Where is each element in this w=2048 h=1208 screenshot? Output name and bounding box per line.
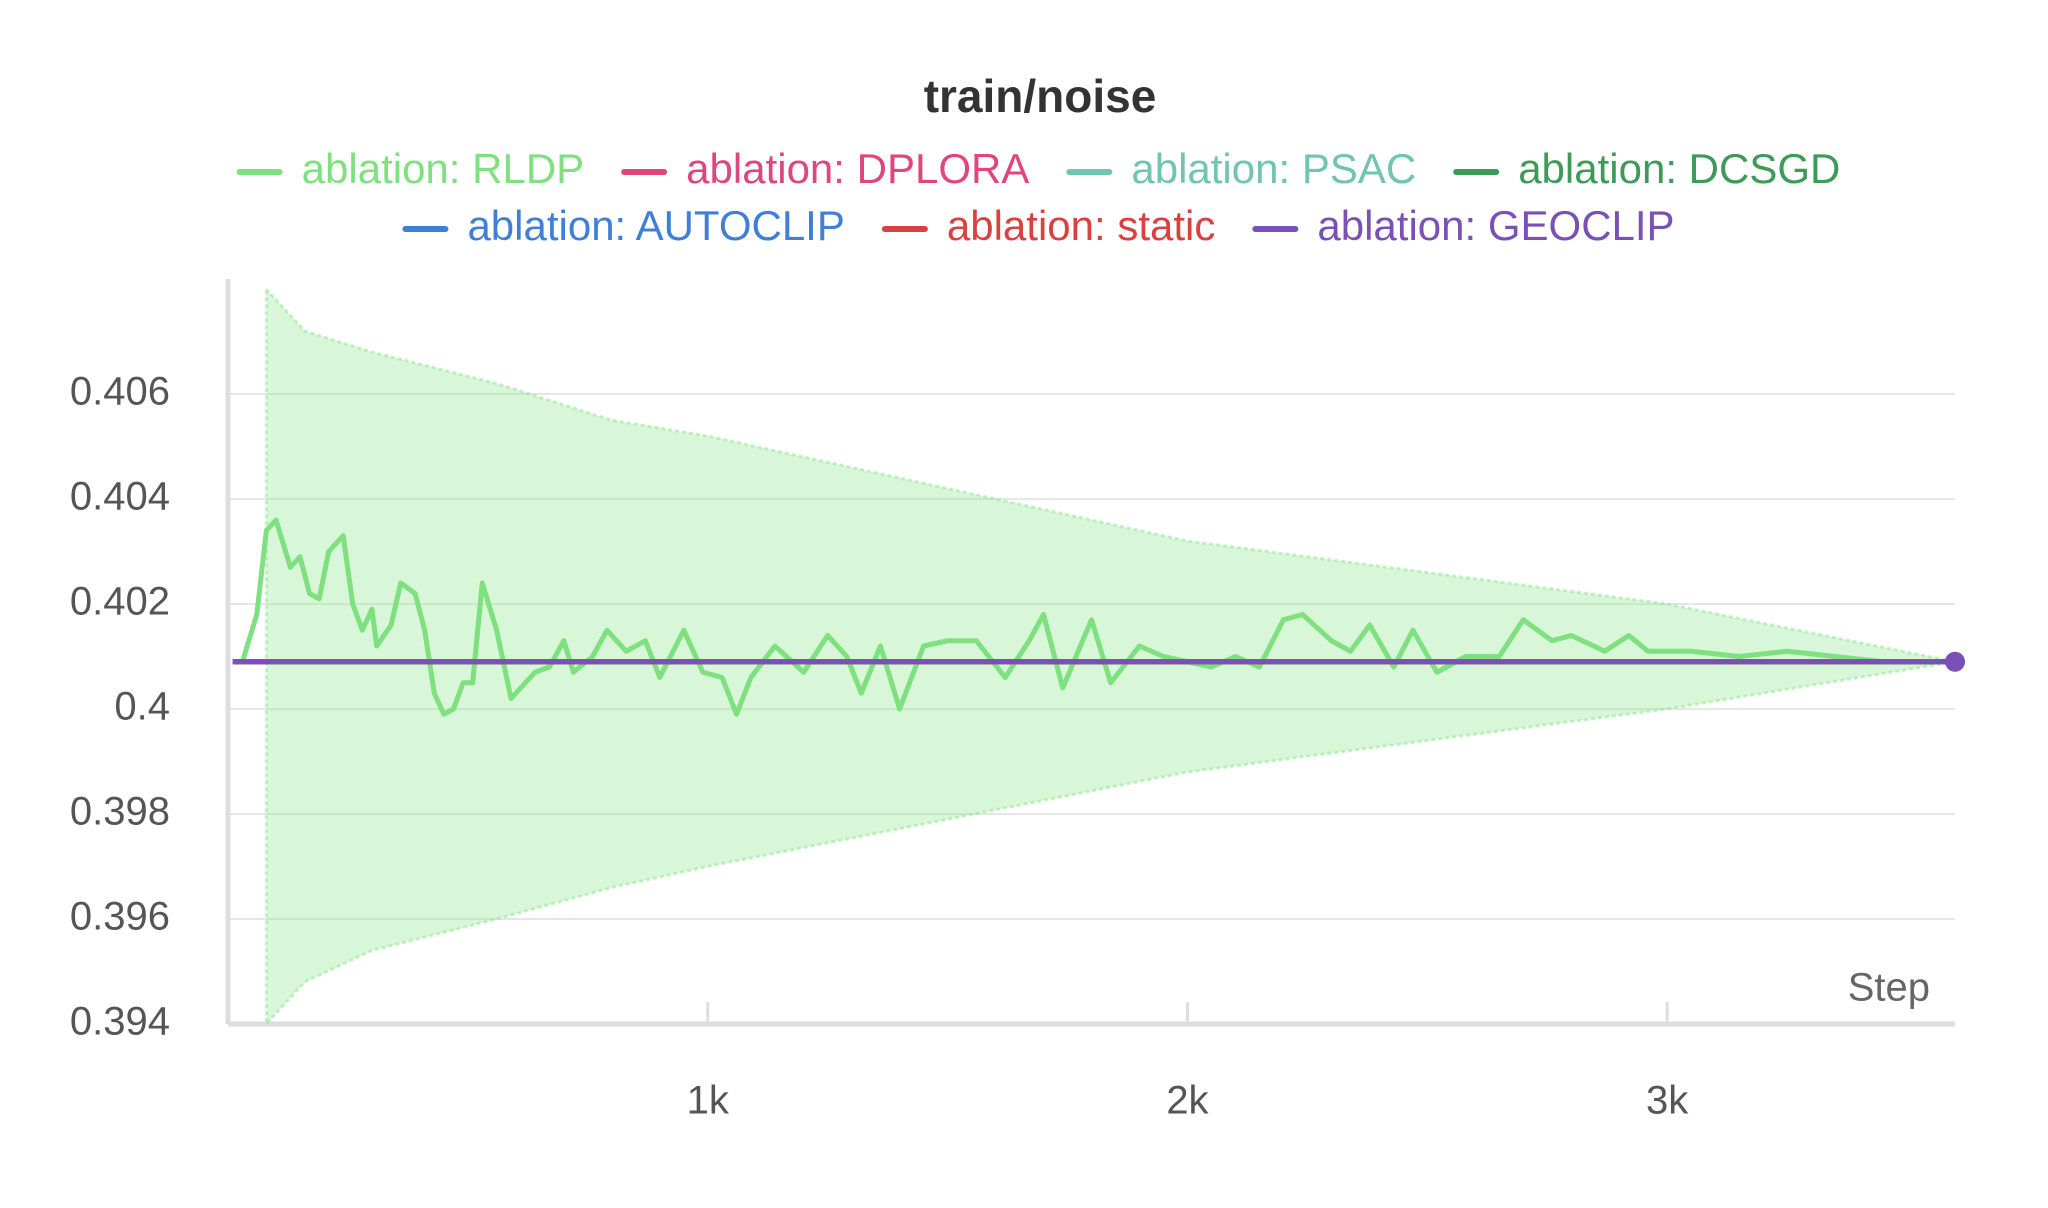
y-tick-label: 0.4 (114, 685, 170, 729)
legend-label: ablation: DCSGD (1518, 145, 1840, 192)
y-tick-label: 0.406 (70, 370, 170, 414)
legend-label: ablation: DPLORA (686, 145, 1029, 192)
x-tick-label: 2k (1166, 1079, 1209, 1123)
legend-label: ablation: GEOCLIP (1317, 202, 1674, 249)
x-axis-label: Step (1848, 966, 1930, 1010)
y-tick-label: 0.402 (70, 580, 170, 624)
y-tick-label: 0.398 (70, 790, 170, 834)
end-marker (1945, 651, 1965, 672)
y-tick-label: 0.396 (70, 895, 170, 939)
y-tick-label: 0.404 (70, 475, 170, 519)
legend-label: ablation: PSAC (1131, 145, 1416, 192)
y-tick-label: 0.394 (70, 1000, 170, 1044)
range-band (264, 289, 1955, 1024)
plot-area (232, 289, 1955, 1024)
legend-item: ablation: RLDP (236, 145, 585, 192)
legend-item: ablation: GEOCLIP (1252, 202, 1675, 249)
series-line (240, 517, 1955, 717)
chart-title: train/noise (924, 70, 1157, 122)
legend-label: ablation: RLDP (302, 145, 585, 192)
x-tick-label: 1k (687, 1079, 730, 1123)
legend-label: ablation: AUTOCLIP (467, 202, 844, 249)
legend-item: ablation: DCSGD (1453, 145, 1840, 192)
legend-item: ablation: DPLORA (621, 145, 1029, 192)
legend-item: ablation: PSAC (1066, 145, 1416, 192)
legend-item: ablation: static (881, 202, 1216, 249)
x-tick-label: 3k (1646, 1079, 1689, 1123)
legend-item: ablation: AUTOCLIP (402, 202, 845, 249)
legend-label: ablation: static (947, 202, 1216, 249)
